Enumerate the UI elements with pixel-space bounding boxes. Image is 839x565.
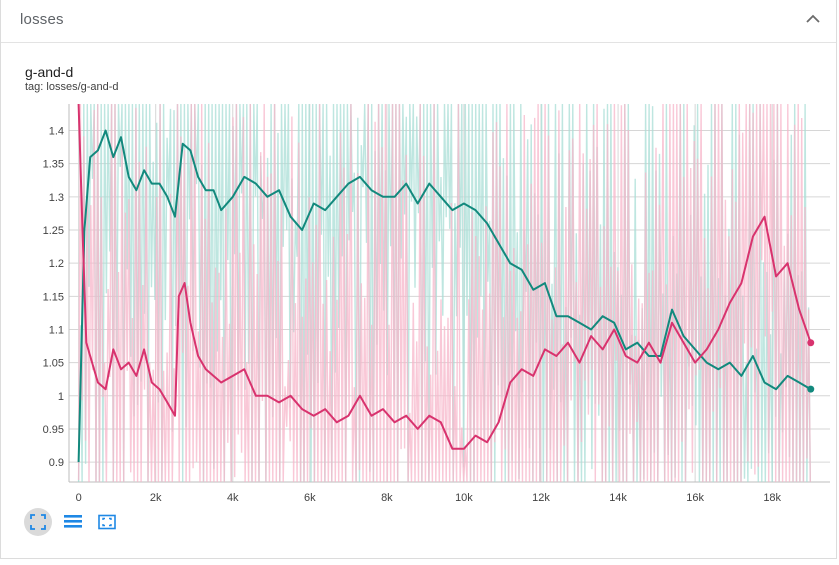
y-tick-label: 1.35: [43, 159, 64, 171]
chevron-up-icon[interactable]: [804, 10, 822, 28]
y-tick-label: 1.3: [49, 192, 64, 204]
y-tick-label: 0.9: [49, 457, 64, 469]
smoothed-series-line: [77, 129, 812, 463]
x-tick-label: 8k: [381, 492, 393, 504]
toggle-log-scale-button[interactable]: [58, 508, 86, 536]
card-header-title: losses: [20, 11, 64, 28]
raw-series-layer: [77, 103, 811, 483]
series-end-marker: [807, 385, 815, 393]
x-tick-label: 14k: [609, 492, 627, 504]
fit-domain-icon: [30, 514, 46, 530]
y-tick-label: 1: [58, 391, 64, 403]
x-tick-label: 4k: [227, 492, 239, 504]
x-tick-label: 12k: [532, 492, 550, 504]
y-tick-label: 0.95: [43, 424, 64, 436]
y-tick-label: 1.1: [49, 324, 64, 336]
x-tick-label: 16k: [686, 492, 704, 504]
smoothed-series-layer: [77, 103, 815, 463]
series-end-marker: [807, 339, 815, 347]
x-tick-label: 6k: [304, 492, 316, 504]
axis-ticks: 0.9 0.95 1 1.05 1.1 1.15 1.2 1.25 1.3 1.35 1.4 0 2k 4…: [43, 126, 782, 504]
chart-tag: tag: losses/g-and-d: [25, 81, 119, 93]
x-tick-label: 10k: [455, 492, 473, 504]
y-tick-label: 1.15: [43, 291, 64, 303]
raw-series-line: [77, 103, 811, 483]
fit-domain-button[interactable]: [24, 508, 52, 536]
line-chart[interactable]: 0.9 0.95 1 1.05 1.1 1.15 1.2 1.25 1.3 1.35 1.4 0 2k 4…: [0, 0, 839, 505]
fit-to-data-icon: [98, 514, 116, 530]
x-tick-label: 0: [76, 492, 82, 504]
chart-title: g-and-d: [25, 64, 74, 80]
x-tick-label: 18k: [763, 492, 781, 504]
fit-to-data-button[interactable]: [92, 508, 120, 536]
card-header[interactable]: losses: [1, 0, 836, 43]
y-tick-label: 1.2: [49, 258, 64, 270]
y-tick-label: 1.25: [43, 225, 64, 237]
y-tick-label: 1.4: [49, 126, 64, 138]
toggle-log-scale-icon: [64, 515, 82, 528]
smoothed-series-line: [77, 103, 812, 450]
y-tick-label: 1.05: [43, 358, 64, 370]
x-tick-label: 2k: [150, 492, 162, 504]
